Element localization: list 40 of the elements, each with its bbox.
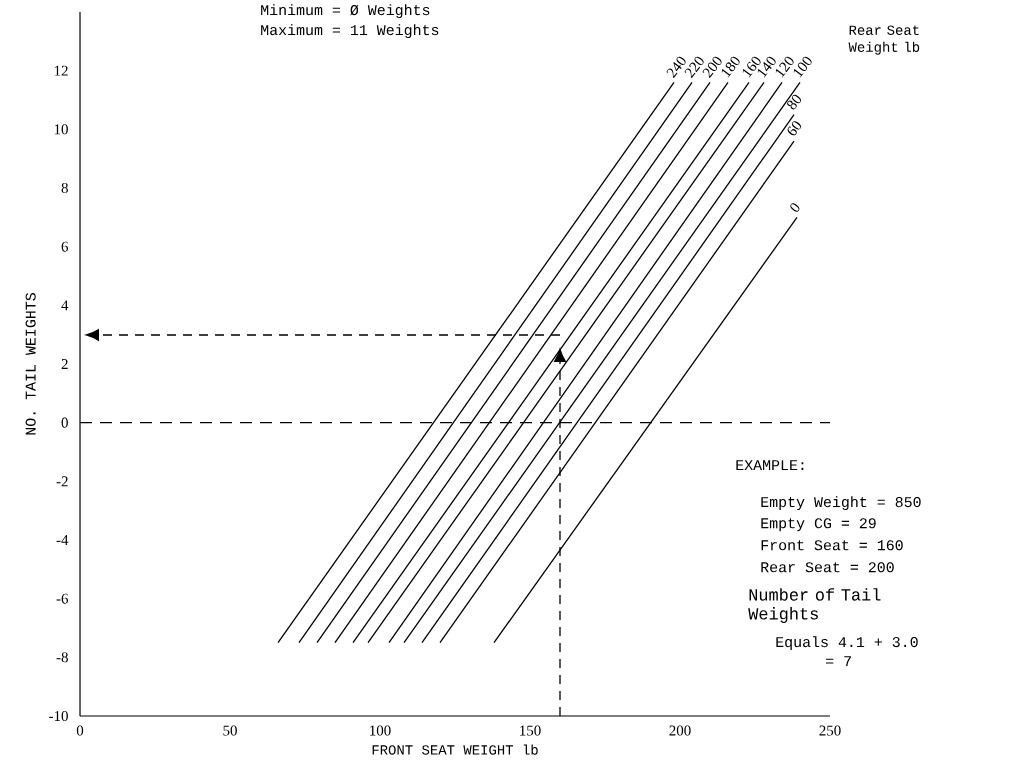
x-tick-label: 250 xyxy=(819,725,841,736)
y-tick-label: 0 xyxy=(61,417,68,428)
x-axis-title: FRONT SEAT WEIGHT lb xyxy=(372,744,538,755)
x-tick-label: 150 xyxy=(520,725,541,736)
y-tick-label: -8 xyxy=(56,652,68,663)
x-tick-label: 50 xyxy=(223,725,237,736)
y-tick-label: -4 xyxy=(56,535,69,545)
x-tick-label: 0 xyxy=(76,725,84,736)
text: 120 xyxy=(775,56,794,78)
legend-title: Rear Seat Weight lb xyxy=(848,25,920,55)
y-tick-label: 2 xyxy=(61,359,68,369)
y-tick-label: 4 xyxy=(61,300,69,311)
annotation: Empty Weight = 850 xyxy=(761,496,921,511)
text: 100 xyxy=(793,56,812,78)
annotation: Number of Tail Weights xyxy=(748,588,881,623)
annotation: Minimum = Ø Weights xyxy=(261,4,430,19)
y-tick-label: 8 xyxy=(61,182,68,194)
x-tick-label: 100 xyxy=(370,725,391,736)
annotation: = 7 xyxy=(826,656,851,667)
y-tick-label: -6 xyxy=(56,593,69,604)
y-tick-label: -2 xyxy=(56,476,68,487)
text: 220 xyxy=(684,56,704,79)
y-tick-label: 12 xyxy=(54,65,68,76)
annotation: Equals 4.1 + 3.0 xyxy=(776,636,918,651)
annotation: Front Seat = 160 xyxy=(761,540,903,551)
text: 60 xyxy=(787,121,802,136)
text: 80 xyxy=(787,94,802,110)
text: 240 xyxy=(666,56,686,79)
text: 0 xyxy=(790,203,800,212)
annotation: Maximum = 11 Weights xyxy=(261,24,439,39)
x-tick-label: 200 xyxy=(669,725,691,736)
annotation: Empty CG = 29 xyxy=(761,518,876,532)
text: 200 xyxy=(702,56,722,79)
annotation: Rear Seat = 200 xyxy=(761,562,894,573)
annotation: EXAMPLE: xyxy=(736,460,804,471)
y-tick-label: 10 xyxy=(54,124,68,135)
y-tick-label: 6 xyxy=(61,241,69,252)
y-tick-label: -10 xyxy=(49,710,68,722)
text: 180 xyxy=(721,56,740,78)
y-axis-title: NO. TAIL WEIGHTS xyxy=(25,293,36,435)
